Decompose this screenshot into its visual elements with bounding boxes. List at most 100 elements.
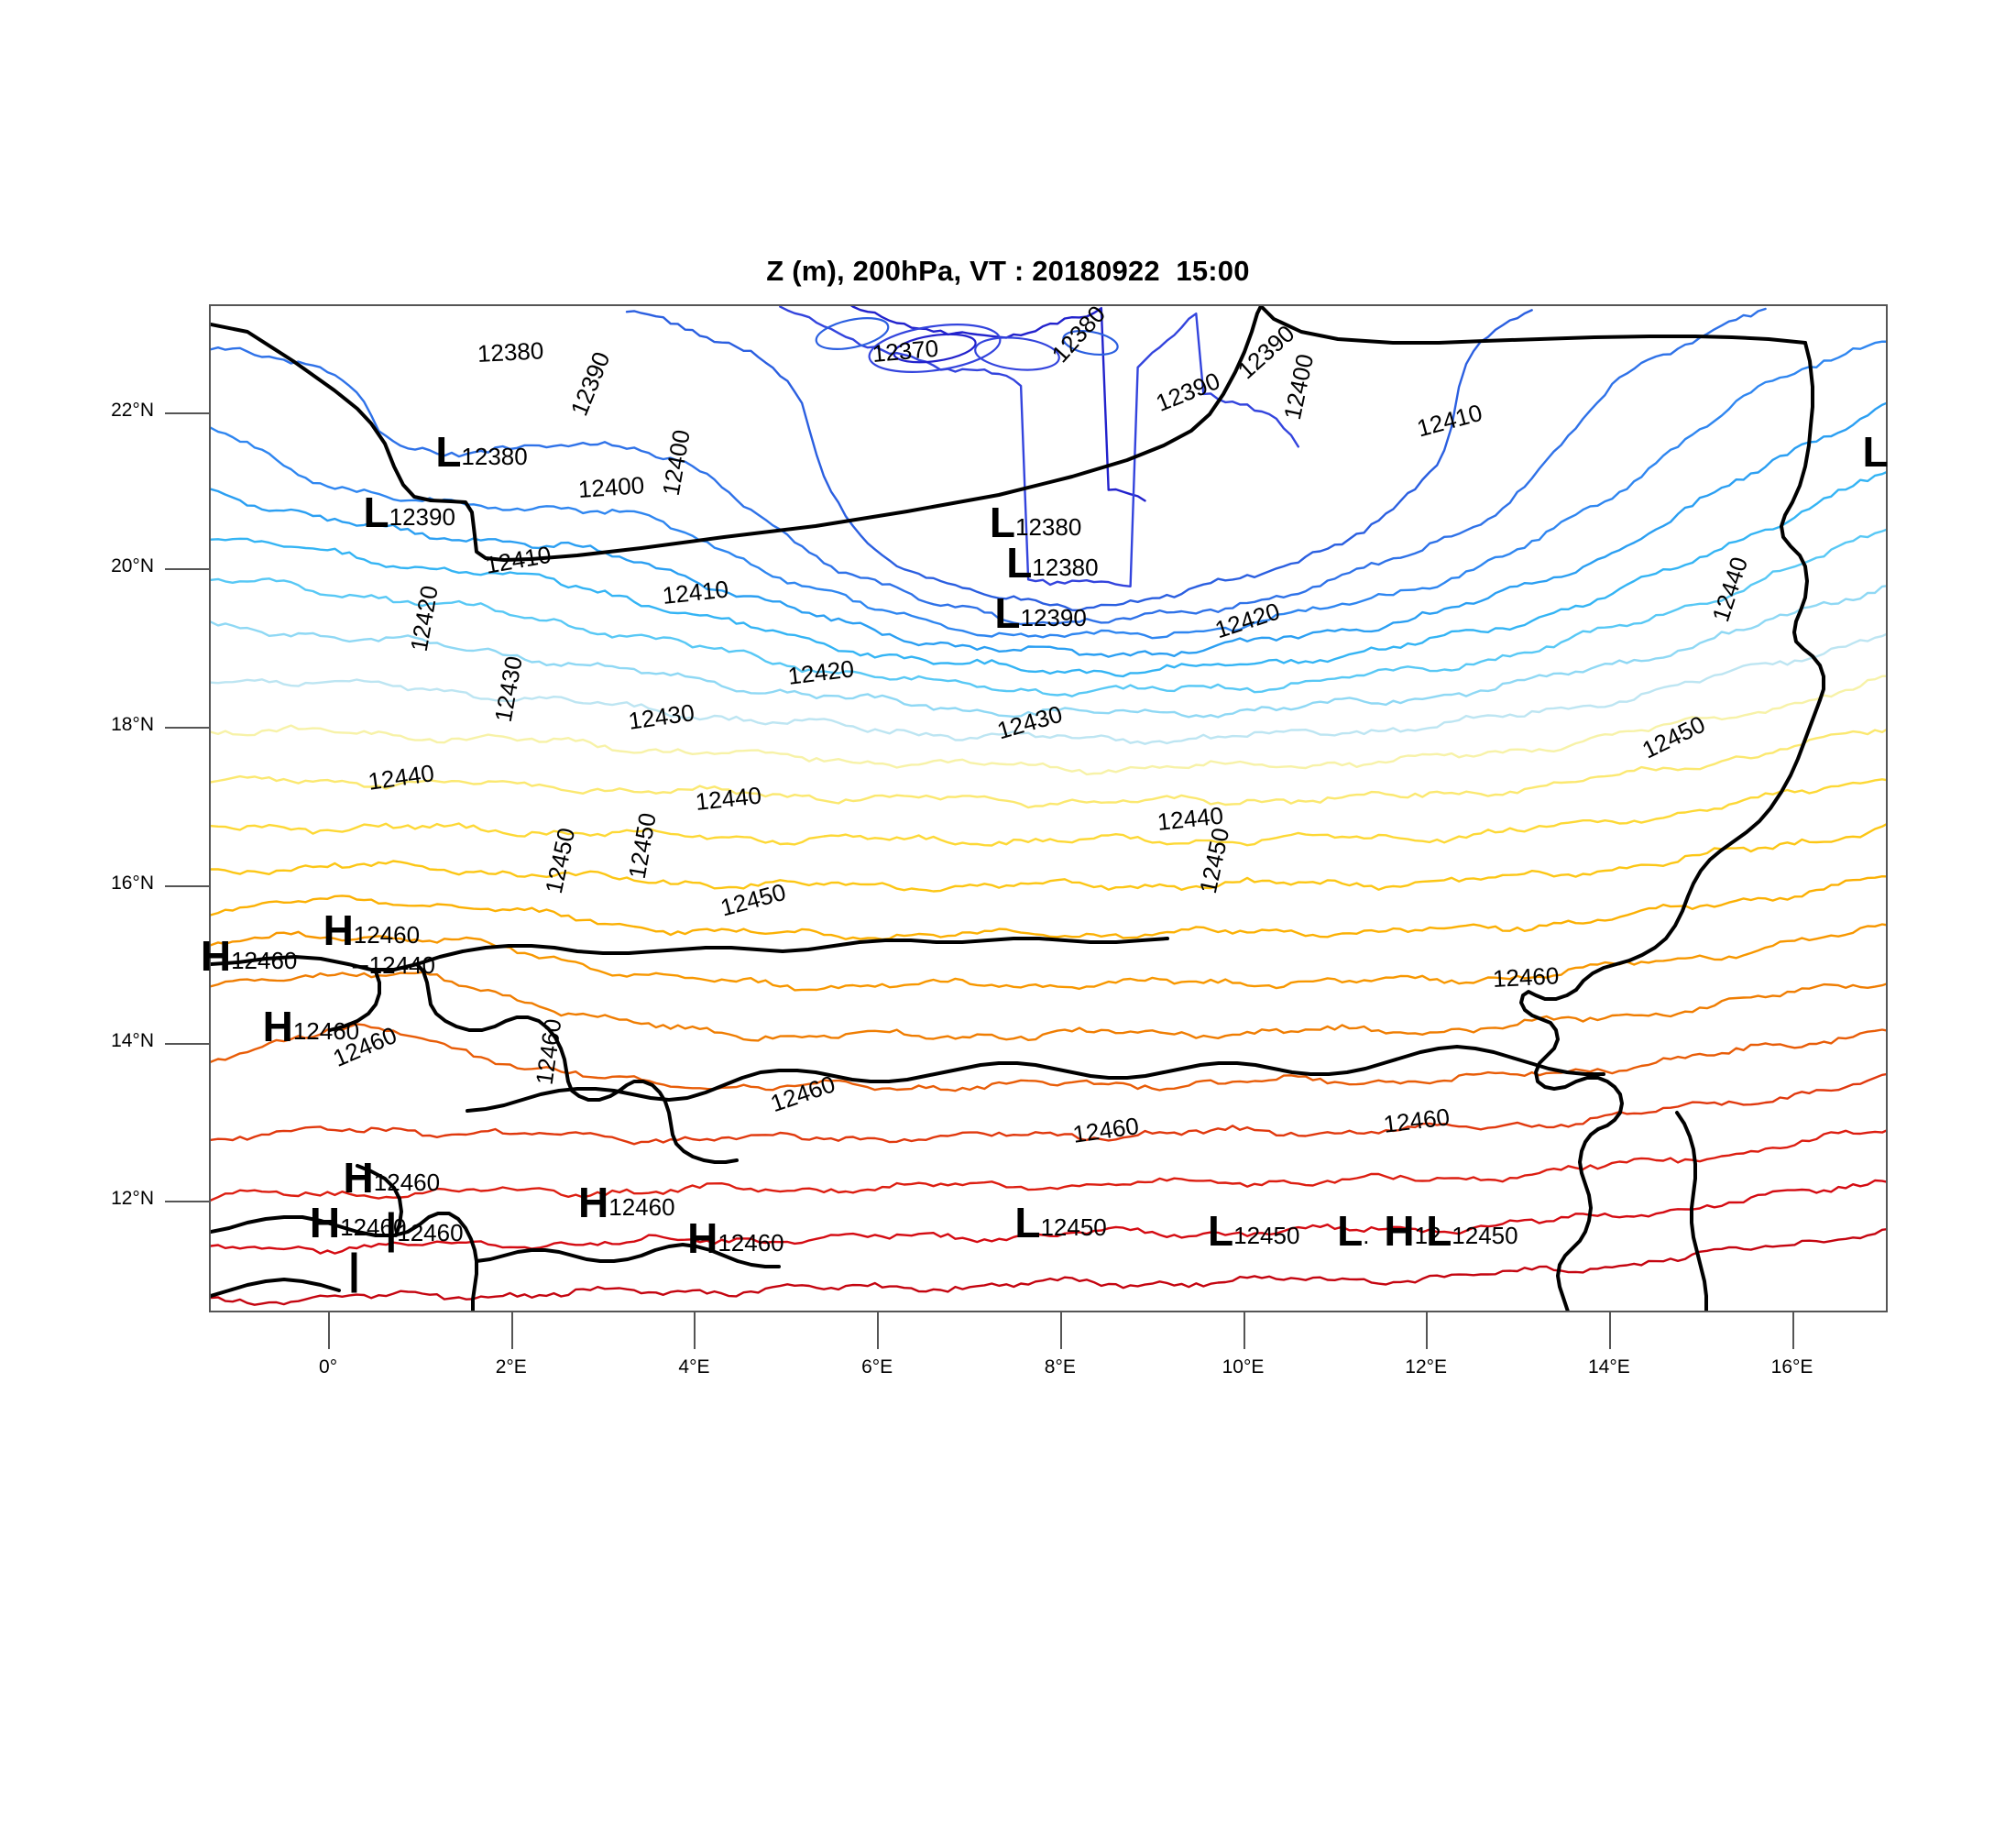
extrema-value: 12380 (1032, 553, 1099, 581)
border-line (328, 970, 381, 1032)
border-line (1574, 698, 1822, 992)
high-center-marker: H12460 (201, 935, 298, 977)
contour-value-label: 12370 (871, 334, 939, 368)
extrema-value: 12450 (1040, 1213, 1107, 1241)
contour-12395 (211, 528, 1886, 697)
y-tick-label: 18°N (111, 713, 154, 735)
y-tick-mark (165, 1043, 209, 1046)
contour-value-label: 12380 (477, 335, 545, 368)
y-tick-label: 16°N (111, 872, 154, 894)
high-center-marker: H12460 (323, 909, 421, 951)
x-tick-mark (1791, 1312, 1794, 1349)
extrema-glyph: L (1006, 538, 1033, 587)
extrema-glyph: L (1426, 1206, 1452, 1255)
y-tick-mark (165, 568, 209, 571)
y-tick-mark (165, 1200, 209, 1202)
extrema-value: 12380 (461, 442, 528, 470)
y-tick-label: 20°N (111, 555, 154, 577)
map-plot-area (209, 304, 1888, 1312)
low-center-marker: L. (1337, 1210, 1369, 1252)
border-line (1780, 341, 1825, 702)
x-tick-mark (1608, 1312, 1611, 1349)
extrema-value: 12460 (340, 1213, 407, 1241)
high-center-marker: H12 (1384, 1210, 1441, 1252)
contour-12415 (211, 729, 1886, 809)
border-line (415, 962, 739, 1164)
x-tick-mark (1243, 1312, 1245, 1349)
contour-12375 (211, 307, 1767, 626)
contour-12465 (211, 1228, 1886, 1306)
border-line (356, 1164, 403, 1237)
contour-12435 (211, 923, 1886, 992)
extrema-value: 12460 (718, 1228, 784, 1257)
contour-value-label: 12460 (1492, 960, 1561, 993)
contour-12410 (211, 675, 1886, 776)
low-center-marker: L12450 (1014, 1202, 1106, 1244)
low-center-marker: L12380 (435, 431, 527, 473)
extrema-value: 12380 (1014, 512, 1082, 541)
contour-12430 (211, 875, 1886, 941)
x-tick-label: 6°E (861, 1356, 893, 1377)
high-center-marker: H12460 (578, 1181, 675, 1224)
low-center-marker: L12380 (1006, 542, 1098, 584)
x-tick-mark (694, 1312, 696, 1349)
border-line (466, 1045, 1605, 1113)
extrema-value: 12460 (231, 946, 298, 974)
extrema-glyph: L (1208, 1206, 1234, 1255)
extrema-glyph: – (351, 948, 369, 982)
extrema-glyph: L (1862, 427, 1889, 476)
low-center-marker: L (1863, 431, 1889, 473)
closed-contour-cell (893, 333, 977, 364)
contour-12445 (211, 1023, 1886, 1092)
low-center-marker: L12390 (364, 491, 455, 533)
extrema-value: 12460 (373, 1168, 441, 1196)
contour-12405 (211, 632, 1886, 745)
x-tick-label: 16°E (1770, 1356, 1813, 1377)
high-center-marker: –12440 (352, 949, 435, 981)
closed-contour-cell (815, 317, 890, 350)
x-tick-label: 0° (319, 1356, 338, 1377)
border-line (1259, 306, 1807, 345)
contour-12365 (779, 306, 1299, 587)
contour-12370 (625, 309, 1533, 612)
contour-12425 (211, 823, 1886, 893)
border-line (211, 937, 1169, 971)
border-line (211, 1278, 341, 1298)
contour-12400 (211, 585, 1886, 719)
extrema-glyph: H (309, 1199, 341, 1246)
extrema-marker: | (348, 1247, 360, 1290)
contour-12455 (211, 1129, 1886, 1202)
extrema-glyph: H (578, 1179, 609, 1226)
border-line (211, 306, 1263, 562)
high-center-marker: H12460 (263, 1005, 360, 1048)
extrema-glyph: H (343, 1153, 374, 1202)
contour-12360 (849, 306, 1146, 502)
contour-value-label: 12400 (576, 470, 646, 503)
extrema-glyph: L (994, 588, 1021, 637)
extrema-glyph: | (385, 1203, 398, 1252)
extrema-glyph: H (262, 1002, 293, 1050)
low-center-marker: L12450 (1426, 1210, 1517, 1252)
page-title: Z (m), 200hPa, VT : 20180922 15:00 (766, 255, 1250, 287)
contour-12385 (211, 401, 1886, 658)
contour-12460 (211, 1179, 1886, 1255)
extrema-value: 12450 (1452, 1221, 1518, 1249)
low-center-marker: L12380 (990, 501, 1081, 543)
contour-12380 (211, 340, 1886, 640)
extrema-glyph: H (687, 1213, 718, 1262)
extrema-value: . (1363, 1221, 1370, 1249)
low-center-marker: L12390 (994, 592, 1086, 634)
x-tick-label: 10°E (1222, 1356, 1265, 1377)
x-tick-mark (1059, 1312, 1062, 1349)
x-tick-mark (1426, 1312, 1429, 1349)
extrema-value: 12390 (389, 502, 455, 531)
border-line (1556, 1127, 1600, 1311)
y-tick-mark (165, 412, 209, 414)
extrema-glyph: | (348, 1244, 360, 1292)
extrema-glyph: H (1384, 1206, 1415, 1255)
extrema-value: 12390 (1020, 603, 1087, 631)
high-center-marker: H12460 (310, 1202, 407, 1244)
contour-field (211, 306, 1886, 1306)
contour-12390 (211, 471, 1886, 678)
